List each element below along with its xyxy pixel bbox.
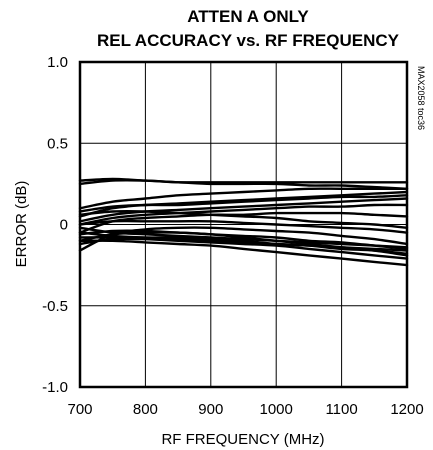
x-tick-label: 1000 [260,401,293,418]
series-line-5 [78,194,409,213]
x-tick-label: 1200 [390,401,423,418]
y-tick-label: 1.0 [47,54,68,71]
y-axis-label: ERROR (dB) [13,181,30,268]
series-line-17 [78,229,409,257]
x-tick-label: 800 [133,401,158,418]
y-tick-label: -0.5 [42,298,68,315]
series-line-2 [78,177,409,190]
series-line-8 [78,211,409,234]
series-line-3 [78,187,409,210]
series-line-13 [78,231,409,255]
chart-subtitle: REL ACCURACY vs. RF FREQUENCY [97,31,400,50]
x-tick-label: 1100 [325,401,357,418]
series-line-7 [78,203,409,226]
tick-labels: 700 800 900 1000 1100 1200 1.0 0.5 0 -0.5 -1.0 [42,54,424,418]
chart-title: ATTEN A ONLY [187,7,309,26]
x-tick-label: 700 [67,401,92,418]
plot-frame [78,60,409,389]
series-curves [78,177,409,267]
y-tick-label: -1.0 [42,379,68,396]
series-line-10 [78,219,409,234]
y-tick-label: 0.5 [47,135,68,152]
series-line-16 [78,226,409,249]
figure-annotation: MAX2058 toc36 [416,66,426,130]
series-line-18 [78,239,409,267]
x-tick-label: 900 [198,401,223,418]
x-axis-label: RF FREQUENCY (MHz) [161,431,324,448]
series-line-9 [78,210,409,229]
y-tick-label: 0 [60,217,68,234]
